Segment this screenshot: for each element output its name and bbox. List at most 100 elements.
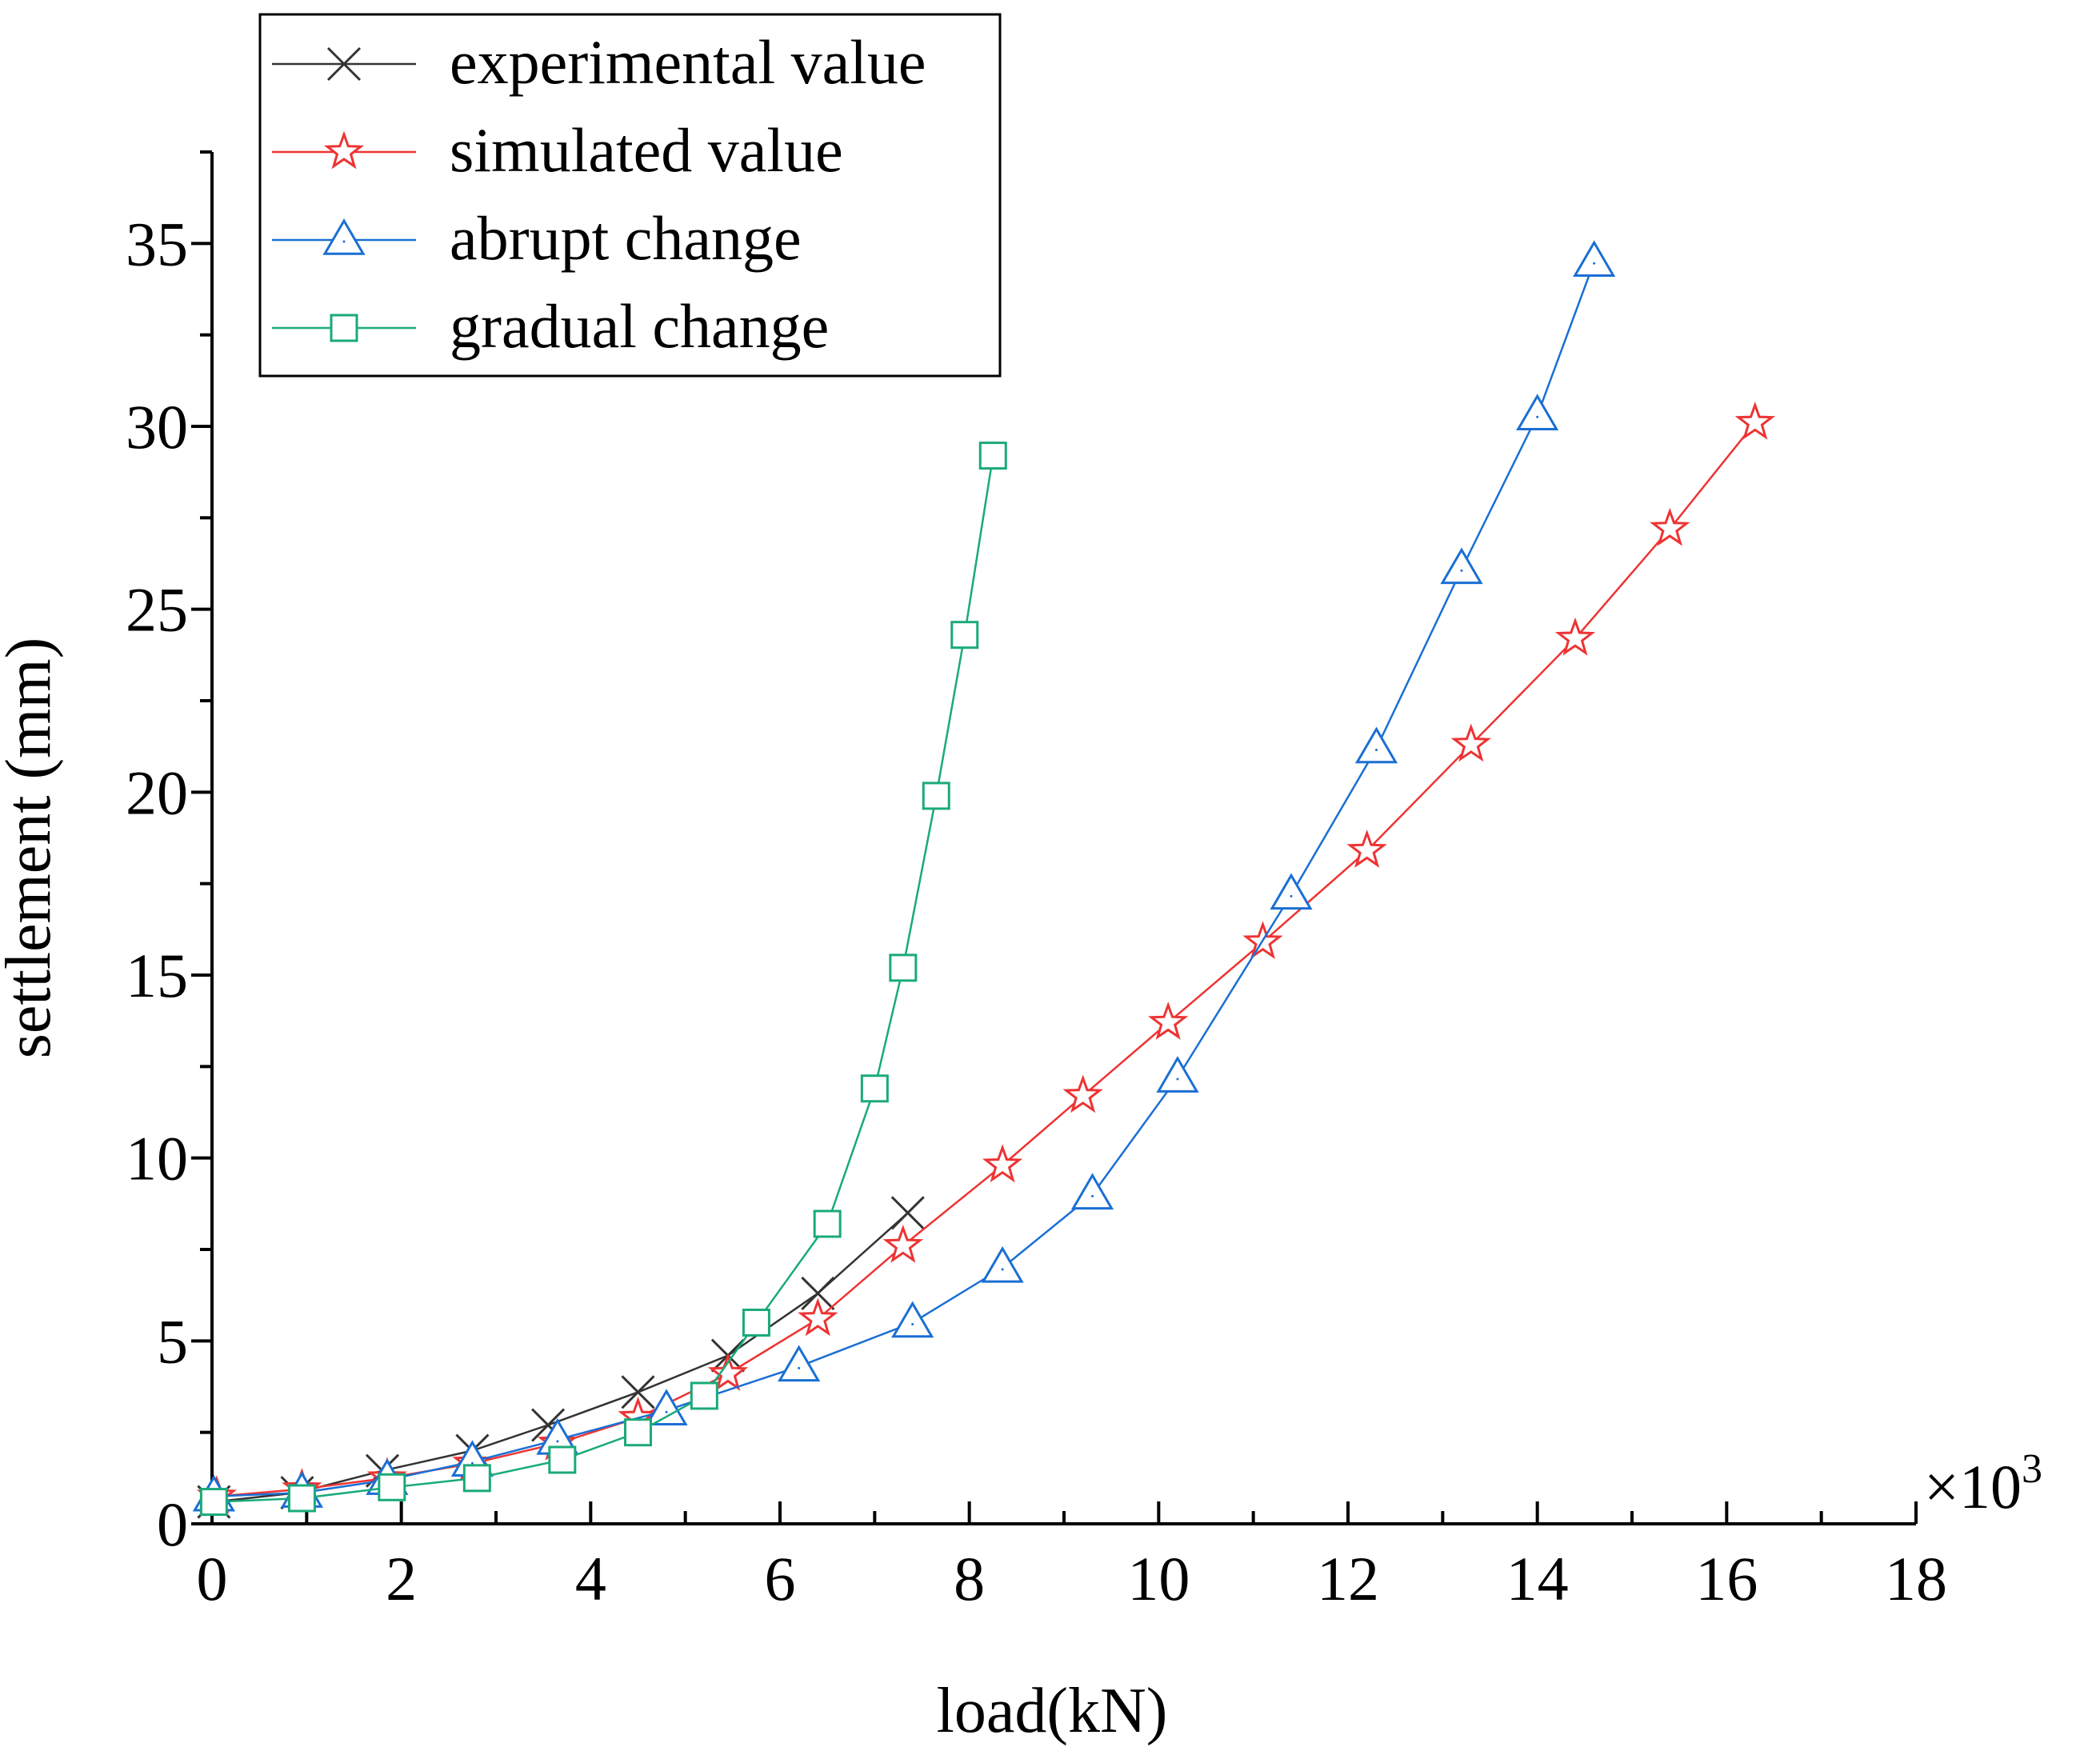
x-tick-label: 18: [1885, 1544, 1947, 1613]
marker-shape: [1650, 507, 1690, 546]
data-point: [950, 621, 979, 650]
legend-label: gradual change: [450, 291, 829, 361]
series-gradual-change: [199, 442, 1007, 1517]
data-point: [1062, 1074, 1103, 1113]
marker-shape: [1346, 830, 1387, 868]
series-line: [214, 455, 994, 1503]
marker-shape: [1573, 240, 1616, 277]
marker-shape: [323, 130, 365, 170]
data-point: [1346, 830, 1387, 868]
data-point: [1554, 617, 1596, 656]
data-point: [624, 1418, 652, 1447]
marker-shape: [882, 1224, 924, 1263]
marker-shape: [891, 1301, 934, 1338]
marker-dot: [1536, 415, 1539, 418]
axes: 0 2 4 6 8 10 12 14 16 18 0 5 10 15 20 25 30 35: [126, 150, 1947, 1613]
data-point: [548, 1445, 577, 1474]
marker-dot: [342, 240, 346, 243]
legend-item: experimental value: [272, 27, 926, 97]
data-point: [621, 1375, 655, 1409]
legend-label: simulated value: [450, 115, 843, 185]
legend-label: abrupt change: [450, 203, 802, 273]
marker-shape: [778, 1345, 821, 1382]
marker-shape: [813, 1209, 842, 1238]
data-point: [1573, 240, 1616, 277]
data-point: [889, 953, 918, 982]
x-tick-label: 14: [1506, 1544, 1569, 1613]
data-point: [287, 1484, 316, 1513]
marker-shape: [950, 621, 979, 650]
data-point: [1147, 1001, 1189, 1040]
legend: experimental value simulated value abrupt …: [258, 13, 1002, 378]
series-line: [214, 261, 1595, 1497]
marker-shape: [982, 1144, 1023, 1183]
y-tick-label: 15: [126, 941, 188, 1010]
data-point: [1270, 873, 1313, 910]
marker-shape: [322, 218, 366, 255]
marker-dot: [798, 1366, 801, 1369]
marker-shape: [922, 782, 950, 810]
marker-dot: [1001, 1268, 1004, 1271]
marker-dot: [911, 1322, 914, 1325]
data-point: [1450, 723, 1492, 762]
marker-shape: [199, 1488, 228, 1517]
marker-dot: [1460, 569, 1463, 572]
marker-shape: [981, 1245, 1024, 1283]
data-point: [707, 1353, 748, 1391]
marker-shape: [1070, 1173, 1114, 1210]
data-point: [1440, 547, 1483, 585]
marker-shape: [1062, 1074, 1103, 1113]
data-point: [462, 1464, 491, 1493]
marker-stroke: [621, 1375, 655, 1409]
data-point: [890, 1196, 925, 1230]
data-point: [891, 1301, 934, 1338]
marker-shape: [1156, 1056, 1199, 1093]
x-tick-label: 0: [197, 1544, 228, 1613]
series-layer: [192, 240, 1776, 1519]
x-multiplier: ×103: [1924, 1446, 2042, 1521]
data-point: [1650, 507, 1690, 546]
marker-shape: [1270, 873, 1313, 910]
data-point: [801, 1276, 835, 1310]
series-abrupt-change: [192, 240, 1616, 1512]
data-point: [922, 782, 950, 810]
marker-dot: [1375, 748, 1378, 751]
data-point: [813, 1209, 842, 1238]
data-point: [199, 1488, 228, 1517]
data-point: [778, 1345, 821, 1382]
data-point: [690, 1381, 718, 1410]
x-tick-label: 6: [765, 1544, 796, 1613]
marker-stroke: [326, 46, 362, 82]
data-point: [1734, 401, 1776, 440]
marker-shape: [624, 1418, 652, 1447]
data-point: [322, 218, 366, 255]
marker-dot: [1290, 894, 1293, 897]
marker-shape: [742, 1308, 770, 1337]
y-tick-label: 35: [126, 209, 188, 278]
marker-shape: [330, 314, 358, 342]
marker-shape: [1516, 394, 1559, 431]
marker-stroke: [531, 1408, 566, 1442]
marker-stroke: [890, 1196, 925, 1230]
y-tick-label: 5: [157, 1306, 188, 1376]
marker-shape: [1734, 401, 1776, 440]
data-point: [1354, 726, 1398, 764]
data-point: [330, 314, 358, 342]
marker-stroke: [801, 1276, 835, 1310]
data-point: [978, 442, 1007, 470]
data-point: [323, 130, 365, 170]
series-simulated-value: [196, 401, 1776, 1514]
x-tick-label: 4: [575, 1544, 606, 1613]
marker-shape: [1554, 617, 1596, 656]
y-tick-label: 10: [126, 1124, 188, 1193]
marker-shape: [287, 1484, 316, 1513]
data-point: [882, 1224, 924, 1263]
data-point: [860, 1074, 889, 1103]
x-axis-title: load(kN): [937, 1676, 1168, 1746]
marker-dot: [556, 1440, 559, 1443]
marker-dot: [1091, 1194, 1094, 1197]
data-point: [326, 46, 362, 82]
marker-shape: [462, 1464, 491, 1493]
x-tick-label: 12: [1317, 1544, 1379, 1613]
